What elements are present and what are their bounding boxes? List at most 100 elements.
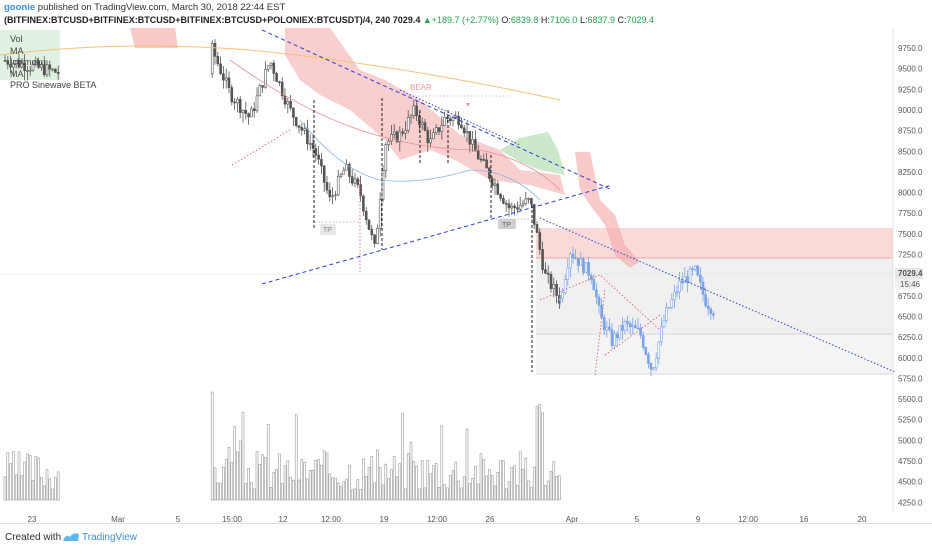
candle[interactable] bbox=[3, 54, 7, 62]
candle[interactable] bbox=[496, 180, 500, 196]
projected-candle[interactable] bbox=[696, 264, 700, 277]
candle[interactable] bbox=[336, 169, 340, 197]
candle[interactable] bbox=[348, 162, 351, 184]
candle[interactable] bbox=[404, 121, 407, 140]
candle[interactable] bbox=[314, 143, 318, 162]
projected-candle[interactable] bbox=[628, 320, 632, 335]
projected-candle[interactable] bbox=[662, 314, 666, 329]
candle[interactable] bbox=[415, 100, 418, 122]
candle[interactable] bbox=[426, 126, 430, 153]
projected-candle[interactable] bbox=[626, 315, 629, 332]
candle[interactable] bbox=[546, 265, 550, 284]
projected-candle[interactable] bbox=[595, 282, 598, 304]
candle[interactable] bbox=[513, 203, 516, 216]
candle[interactable] bbox=[370, 224, 374, 241]
candle[interactable] bbox=[286, 97, 290, 114]
candle[interactable] bbox=[482, 153, 486, 162]
bear-label[interactable]: BEAR bbox=[410, 83, 432, 92]
candle[interactable] bbox=[451, 115, 455, 127]
projected-candle[interactable] bbox=[589, 272, 593, 285]
candle[interactable] bbox=[342, 166, 346, 175]
projected-candle[interactable] bbox=[569, 251, 572, 278]
candle[interactable] bbox=[294, 116, 298, 128]
indicator-sinewave[interactable]: PRO Sinewave BETA bbox=[10, 80, 97, 90]
candle[interactable] bbox=[373, 233, 376, 248]
candle[interactable] bbox=[334, 191, 337, 201]
projected-candle[interactable] bbox=[623, 319, 627, 334]
projected-candle[interactable] bbox=[652, 367, 655, 371]
projected-candle[interactable] bbox=[706, 297, 710, 316]
projected-candle[interactable] bbox=[587, 256, 590, 282]
candle[interactable] bbox=[541, 241, 544, 274]
candle[interactable] bbox=[499, 192, 502, 202]
projected-candle[interactable] bbox=[602, 314, 606, 336]
candle[interactable] bbox=[9, 55, 12, 74]
candle[interactable] bbox=[485, 152, 488, 169]
candle[interactable] bbox=[233, 98, 236, 110]
tp-badge[interactable] bbox=[320, 224, 336, 235]
candle[interactable] bbox=[241, 109, 245, 123]
candle[interactable] bbox=[339, 172, 343, 179]
candle[interactable] bbox=[518, 196, 522, 211]
candle[interactable] bbox=[227, 71, 231, 94]
candle[interactable] bbox=[283, 88, 287, 109]
candle[interactable] bbox=[549, 271, 553, 293]
projected-candle[interactable] bbox=[699, 267, 702, 291]
candle[interactable] bbox=[521, 199, 525, 208]
candle[interactable] bbox=[289, 95, 292, 111]
indicator-ichimoku[interactable]: Ichimoku bbox=[10, 57, 47, 67]
candle[interactable] bbox=[31, 61, 35, 72]
candle[interactable] bbox=[448, 116, 452, 126]
projected-candle[interactable] bbox=[686, 270, 689, 293]
projected-candle[interactable] bbox=[693, 265, 697, 272]
candle[interactable] bbox=[429, 129, 432, 148]
projected-candle[interactable] bbox=[670, 293, 674, 310]
candle[interactable] bbox=[308, 134, 312, 151]
candle[interactable] bbox=[23, 54, 26, 81]
candle[interactable] bbox=[269, 62, 273, 70]
candle[interactable] bbox=[538, 228, 542, 255]
projected-candle[interactable] bbox=[579, 252, 583, 266]
candle[interactable] bbox=[524, 191, 528, 206]
candle[interactable] bbox=[532, 204, 536, 229]
candle[interactable] bbox=[275, 71, 278, 82]
candle[interactable] bbox=[210, 40, 214, 78]
candle[interactable] bbox=[45, 60, 49, 78]
projected-candle[interactable] bbox=[667, 306, 671, 309]
candle[interactable] bbox=[280, 77, 284, 100]
candle[interactable] bbox=[493, 178, 497, 195]
candle[interactable] bbox=[258, 83, 262, 97]
projected-candle[interactable] bbox=[639, 323, 642, 339]
author-name[interactable]: goonie bbox=[4, 2, 36, 13]
candle[interactable] bbox=[420, 117, 424, 130]
candle[interactable] bbox=[401, 128, 404, 137]
candle[interactable] bbox=[37, 57, 40, 69]
projected-candle[interactable] bbox=[618, 325, 622, 342]
projected-candle[interactable] bbox=[592, 274, 596, 291]
projected-candle[interactable] bbox=[644, 345, 648, 356]
candle[interactable] bbox=[216, 51, 220, 67]
candle[interactable] bbox=[460, 118, 463, 129]
candle[interactable] bbox=[40, 61, 43, 71]
candle[interactable] bbox=[322, 165, 326, 193]
candle[interactable] bbox=[409, 114, 413, 125]
candle[interactable] bbox=[222, 66, 225, 89]
candle[interactable] bbox=[278, 80, 281, 87]
candle[interactable] bbox=[272, 60, 276, 82]
projected-candle[interactable] bbox=[649, 362, 653, 376]
candle[interactable] bbox=[20, 58, 24, 69]
candle[interactable] bbox=[54, 68, 57, 73]
candle[interactable] bbox=[443, 112, 446, 127]
candle[interactable] bbox=[530, 197, 533, 209]
candle[interactable] bbox=[224, 68, 228, 89]
candle[interactable] bbox=[292, 107, 295, 127]
candle[interactable] bbox=[384, 142, 388, 178]
candle[interactable] bbox=[14, 60, 18, 69]
indicator-ma[interactable]: MA bbox=[10, 45, 24, 56]
projected-candle[interactable] bbox=[704, 287, 707, 308]
projected-candle[interactable] bbox=[636, 318, 640, 330]
projected-candle[interactable] bbox=[566, 258, 570, 286]
projected-candle[interactable] bbox=[647, 351, 650, 369]
indicator-vol[interactable]: Vol bbox=[10, 34, 23, 44]
